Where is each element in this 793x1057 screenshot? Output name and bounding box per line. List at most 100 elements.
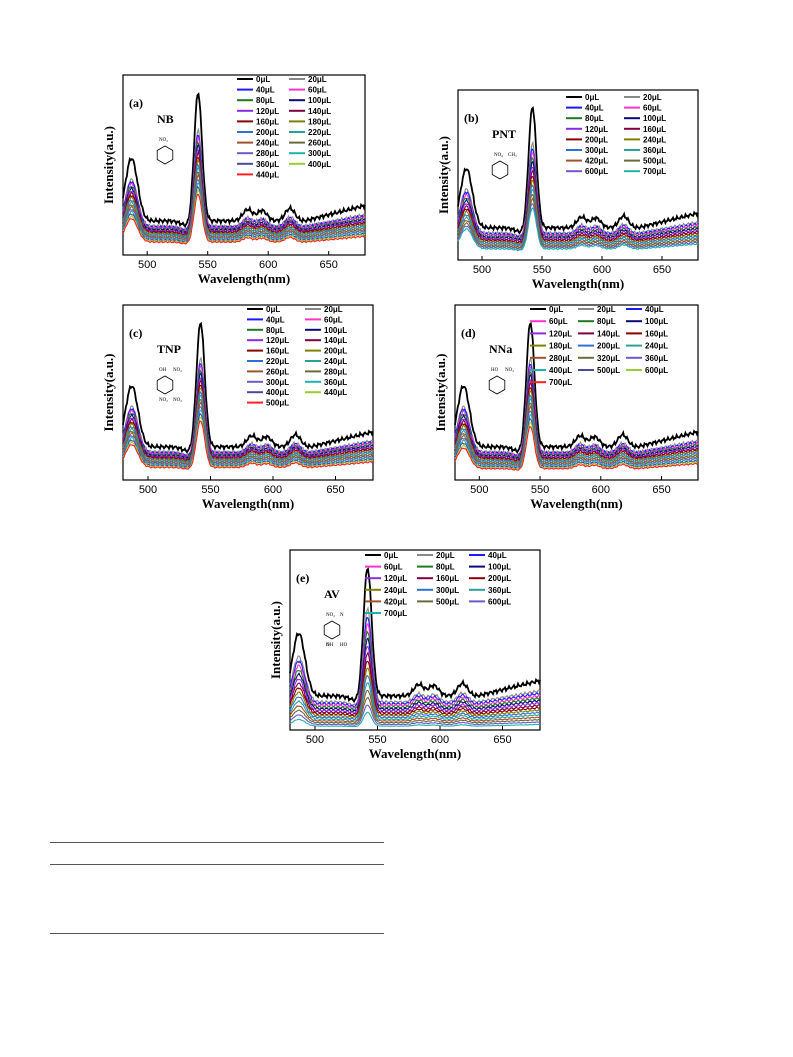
table-rule-top	[50, 842, 384, 843]
legend-label-d-8: 160μL	[645, 329, 668, 338]
chart-c-svg: 500 550 600 650 Wavelength(nm) Intensity(a.u.…	[101, 304, 374, 511]
legend-label-c-7: 140μL	[324, 336, 347, 345]
panel-label-c: (c)	[129, 326, 142, 340]
series-line-e-1	[289, 606, 541, 707]
legend-label-e-6: 120μL	[384, 574, 407, 583]
series-line-b-11	[457, 188, 699, 248]
x-axis-label-a: Wavelength(nm)	[198, 271, 290, 286]
series-line-e-13	[289, 696, 541, 725]
legend-label-a-6: 120μL	[256, 107, 279, 116]
series-line-a-18	[122, 193, 366, 245]
legend-label-e-1: 20μL	[436, 551, 455, 560]
x-axis-label-d: Wavelength(nm)	[530, 496, 622, 511]
legend-label-c-11: 240μL	[324, 357, 347, 366]
panel-label-b: (b)	[464, 111, 479, 125]
legend-label-d-4: 80μL	[597, 317, 616, 326]
series-line-a-9	[122, 159, 366, 238]
series-line-a-13	[122, 173, 366, 241]
series-line-a-3	[122, 137, 366, 233]
molecule-label-c-2: NO₂	[159, 398, 168, 403]
legend-label-e-5: 100μL	[488, 563, 511, 572]
legend-label-d-14: 360μL	[645, 354, 668, 363]
series-line-e-8	[289, 660, 541, 718]
chart-panel-a: 500 550 600 650 Wavelength(nm) Intensity(a.u.…	[95, 70, 375, 295]
series-line-b-0	[457, 106, 699, 235]
legend-label-c-18: 500μL	[266, 399, 289, 408]
chart-e-svg: 500 550 600 650 Wavelength(nm) Intensity(a.u.…	[268, 549, 541, 761]
molecule-label-d-0: HO	[491, 368, 499, 373]
legend-label-e-7: 160μL	[436, 574, 459, 583]
legend-label-d-13: 320μL	[597, 354, 620, 363]
molecule-ring-e	[323, 620, 341, 640]
series-line-e-9	[289, 667, 541, 719]
legend-label-b-0: 0μL	[585, 93, 599, 102]
series-line-e-0	[289, 567, 541, 704]
series-line-c-1	[122, 356, 374, 458]
legend-label-d-16: 500μL	[597, 366, 620, 375]
compound-name-a: NB	[157, 112, 174, 126]
molecule-ring-b	[491, 160, 509, 180]
x-tick-label-b-0: 500	[473, 264, 491, 276]
series-line-a-11	[122, 166, 366, 240]
x-axis-label-e: Wavelength(nm)	[369, 746, 461, 761]
table-rule-bottom	[50, 933, 384, 934]
series-line-c-17	[122, 416, 374, 470]
molecule-label-e-1: N	[340, 613, 344, 618]
series-line-e-14	[289, 704, 541, 726]
series-line-e-10	[289, 674, 540, 720]
legend-label-c-3: 60μL	[324, 315, 343, 324]
legend-label-e-14: 600μL	[488, 597, 511, 606]
legend-label-a-4: 80μL	[256, 96, 275, 105]
molecule-label-b-0: NO₂	[494, 153, 503, 158]
legend-label-d-9: 180μL	[549, 342, 572, 351]
plot-frame-c	[122, 304, 374, 481]
x-tick-label-e-3: 650	[493, 734, 511, 746]
legend-label-d-6: 120μL	[549, 329, 572, 338]
legend-label-c-8: 160μL	[266, 347, 289, 356]
chart-panel-d: 500 550 600 650 Wavelength(nm) Intensity(a.u.…	[430, 300, 705, 515]
x-tick-label-a-1: 550	[199, 259, 217, 271]
series-line-e-5	[289, 637, 541, 713]
molecule-label-e-0: NO₂	[326, 613, 335, 618]
series-line-c-18	[122, 420, 374, 470]
legend-label-c-17: 440μL	[324, 388, 347, 397]
series-line-b-5	[457, 160, 699, 242]
legend-label-d-1: 20μL	[597, 305, 616, 314]
legend-label-e-9: 240μL	[384, 586, 407, 595]
x-tick-label-c-0: 500	[139, 484, 157, 496]
legend-label-d-11: 240μL	[645, 342, 668, 351]
series-line-d-18	[454, 426, 699, 471]
legend-label-a-10: 200μL	[256, 128, 279, 137]
chart-panel-e: 500 550 600 650 Wavelength(nm) Intensity(a.u.…	[265, 545, 555, 765]
molecule-ring-a	[156, 145, 174, 165]
legend-label-c-1: 20μL	[324, 305, 343, 314]
series-line-a-7	[122, 150, 366, 236]
series-line-d-11	[454, 397, 699, 466]
plot-frame-a	[122, 74, 366, 256]
series-line-e-11	[289, 682, 541, 722]
series-line-c-11	[122, 394, 374, 465]
molecule-label-d-1: NO₂	[505, 368, 514, 373]
legend-label-e-12: 420μL	[384, 597, 407, 606]
x-tick-label-b-3: 650	[653, 264, 671, 276]
molecule-ring-c	[156, 375, 174, 395]
legend-label-b-15: 700μL	[643, 167, 666, 176]
x-tick-label-a-2: 600	[259, 259, 277, 271]
series-line-e-12	[289, 689, 541, 723]
legend-label-c-13: 280μL	[324, 367, 347, 376]
x-tick-label-e-0: 500	[306, 734, 324, 746]
series-line-c-13	[122, 400, 374, 466]
series-line-b-3	[457, 152, 699, 240]
legend-label-b-8: 200μL	[585, 135, 608, 144]
x-tick-label-e-2: 600	[431, 734, 449, 746]
legend-label-e-2: 40μL	[488, 551, 507, 560]
series-line-e-3	[289, 623, 541, 710]
x-tick-label-d-1: 550	[531, 484, 549, 496]
legend-label-a-9: 180μL	[308, 117, 331, 126]
series-line-c-5	[122, 371, 374, 460]
legend-label-d-12: 280μL	[549, 354, 572, 363]
y-axis-label-e: Intensity(a.u.)	[268, 601, 283, 679]
y-axis-label-b: Intensity(a.u.)	[436, 136, 451, 214]
legend-label-c-9: 200μL	[324, 347, 347, 356]
x-tick-label-b-1: 550	[533, 264, 551, 276]
